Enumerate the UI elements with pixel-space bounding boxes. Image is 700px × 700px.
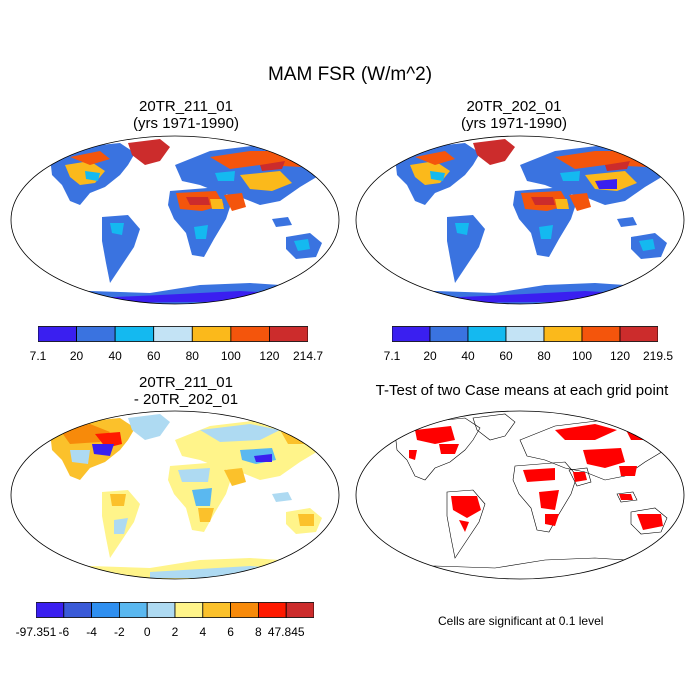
colorbar-tick-label: -6 — [58, 625, 70, 639]
colorbar-tick-label: 4 — [199, 625, 207, 639]
figure-title: MAM FSR (W/m^2) — [267, 64, 433, 85]
colorbar-box — [174, 602, 204, 618]
panel-title-case1: 20TR_211_01 (yrs 1971-1990) — [133, 98, 239, 132]
colorbar-box — [91, 602, 120, 618]
colorbar-box — [119, 602, 148, 618]
colorbar-tick-label: 8 — [255, 625, 262, 639]
colorbar-tick-label: 120 — [609, 349, 631, 363]
colorbar-case2-boxes — [391, 326, 659, 342]
colorbar-tick-label: 80 — [185, 349, 199, 363]
colorbar-box — [269, 326, 309, 342]
colorbar-box — [505, 326, 545, 342]
colorbar-box — [37, 326, 77, 342]
map-difference — [10, 410, 340, 580]
colorbar-case1-boxes — [37, 326, 309, 342]
colorbar-tick-label: 20 — [423, 349, 437, 363]
colorbar-tick-label: 60 — [147, 349, 161, 363]
colorbar-box — [146, 602, 176, 618]
colorbar-tick-label: 40 — [108, 349, 122, 363]
colorbar-box — [429, 326, 469, 342]
colorbar-tick-label: 7.1 — [383, 349, 401, 363]
map-case2 — [355, 135, 685, 305]
panel-title-difference: 20TR_211_01 - 20TR_202_01 — [133, 374, 239, 408]
colorbar-tick-label: 60 — [499, 349, 513, 363]
colorbar-tick-label: 100 — [220, 349, 241, 363]
colorbar-box — [202, 602, 232, 618]
significance-note: Cells are significant at 0.1 level — [438, 614, 604, 628]
colorbar-box — [467, 326, 507, 342]
colorbar-tick-label: 20 — [69, 349, 84, 363]
panel-title-case2: 20TR_202_01 (yrs 1971-1990) — [461, 98, 567, 132]
colorbar-tick-label: 219.5 — [642, 349, 674, 363]
colorbar-tick-label: 214.7 — [292, 349, 324, 363]
colorbar-tick-label: 0 — [143, 625, 151, 639]
colorbar-box — [35, 602, 65, 618]
colorbar-box — [581, 326, 621, 342]
colorbar-tick-label: 2 — [171, 625, 179, 639]
colorbar-case1: 7.1 20 40 60 80 100 120 214.7 — [30, 326, 323, 363]
colorbar-box — [230, 326, 270, 342]
map-case1 — [10, 135, 340, 305]
colorbar-tick-label: 7.1 — [29, 349, 47, 363]
colorbar-tick-label: -2 — [114, 625, 125, 639]
colorbar-box — [391, 326, 431, 342]
colorbar-box — [76, 326, 116, 342]
colorbar-box — [63, 602, 92, 618]
colorbar-tick-label: -4 — [86, 625, 97, 639]
colorbar-box — [114, 326, 155, 342]
colorbar-tick-label: 80 — [537, 349, 551, 363]
colorbar-tick-label: 120 — [259, 349, 280, 363]
colorbar-box — [285, 602, 315, 618]
colorbar-box — [543, 326, 583, 342]
colorbar-difference: -97.351 -6 -4 -2 0 2 4 6 8 47.845 — [16, 602, 315, 639]
colorbar-case2: 7.1 20 40 60 80 100 120 219.5 — [384, 326, 673, 363]
map-ttest — [355, 410, 685, 580]
colorbar-box — [191, 326, 232, 342]
colorbar-difference-boxes — [35, 602, 315, 618]
colorbar-box — [257, 602, 287, 618]
colorbar-box — [153, 326, 193, 342]
colorbar-tick-label: 47.845 — [267, 625, 305, 639]
colorbar-tick-label: 100 — [571, 349, 593, 363]
colorbar-box — [230, 602, 259, 618]
colorbar-box — [619, 326, 659, 342]
colorbar-tick-label: -97.351 — [15, 625, 57, 639]
panel-title-ttest: T-Test of two Case means at each grid po… — [375, 382, 669, 399]
colorbar-tick-label: 40 — [461, 349, 475, 363]
colorbar-tick-label: 6 — [227, 625, 234, 639]
